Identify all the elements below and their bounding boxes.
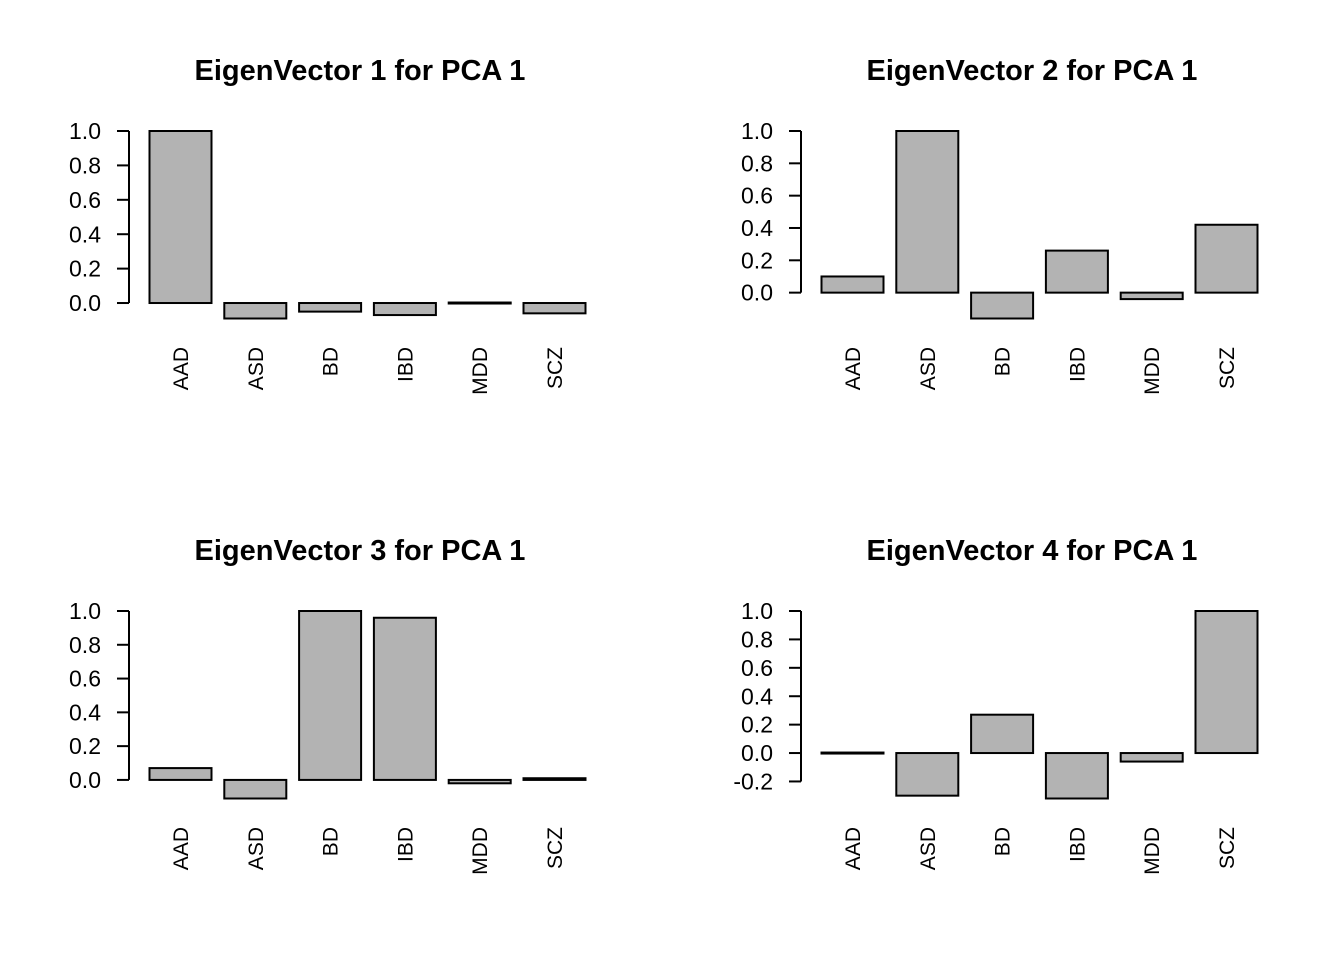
y-tick-label: 0.8 bbox=[69, 632, 101, 658]
bar-ASD bbox=[895, 752, 960, 797]
y-tick-label: 0.6 bbox=[741, 183, 773, 209]
bar-ASD bbox=[223, 778, 288, 800]
x-category-label: BD bbox=[320, 827, 343, 856]
x-category-label: ASD bbox=[245, 827, 268, 870]
x-category-label: MDD bbox=[1141, 827, 1164, 875]
bar-MDD bbox=[1119, 752, 1184, 763]
bar-ASD bbox=[895, 130, 960, 294]
panel-eigenvector-2: EigenVector 2 for PCA 1 0.0 0.2 0.4 0.6 0.8 1.… bbox=[741, 55, 1259, 395]
x-category-label: IBD bbox=[394, 347, 417, 382]
panel-eigenvector-1: EigenVector 1 for PCA 1 0.0 0.2 0.4 0.6 0.8 1.… bbox=[69, 55, 587, 395]
x-category-label: AAD bbox=[170, 347, 193, 390]
bar-IBD bbox=[372, 616, 437, 781]
y-tick-label: 0.6 bbox=[69, 666, 101, 692]
chart-title: EigenVector 1 for PCA 1 bbox=[195, 55, 526, 87]
y-tick-label: 1.0 bbox=[741, 598, 773, 624]
x-category-label: BD bbox=[992, 347, 1015, 376]
y-tick-label: 0.6 bbox=[741, 655, 773, 681]
y-tick-label: 0.4 bbox=[69, 221, 101, 247]
bar-IBD bbox=[1044, 752, 1109, 800]
y-tick-label: 0.0 bbox=[741, 280, 773, 306]
bar-IBD bbox=[1044, 249, 1109, 294]
x-category-label: AAD bbox=[842, 347, 865, 390]
bar-AAD bbox=[820, 751, 885, 755]
y-tick-label: -0.2 bbox=[733, 769, 773, 795]
y-tick-label: 0.0 bbox=[69, 767, 101, 793]
y-tick-label: 0.0 bbox=[69, 290, 101, 316]
y-tick-label: 1.0 bbox=[69, 598, 101, 624]
y-tick-label: 0.8 bbox=[741, 626, 773, 652]
x-category-label: AAD bbox=[170, 827, 193, 870]
x-category-label: BD bbox=[320, 347, 343, 376]
bar-BD bbox=[970, 713, 1035, 755]
bar-MDD bbox=[1119, 291, 1184, 301]
bar-MDD bbox=[447, 778, 512, 785]
chart-title: EigenVector 4 for PCA 1 bbox=[867, 535, 1198, 567]
bar-BD bbox=[298, 302, 363, 313]
chart-title: EigenVector 3 for PCA 1 bbox=[195, 535, 526, 567]
bar-MDD bbox=[447, 301, 512, 305]
x-category-label: SCZ bbox=[544, 827, 567, 869]
x-category-label: SCZ bbox=[1216, 347, 1239, 389]
y-tick-label: 1.0 bbox=[69, 118, 101, 144]
x-category-label: ASD bbox=[917, 347, 940, 390]
y-tick-label: 0.4 bbox=[741, 215, 773, 241]
bar-ASD bbox=[223, 302, 288, 320]
bar-AAD bbox=[148, 130, 213, 305]
y-tick-label: 0.6 bbox=[69, 187, 101, 213]
panel-eigenvector-4: EigenVector 4 for PCA 1 -0.2 0.00.2 0.40.6 0… bbox=[733, 535, 1259, 875]
x-category-label: SCZ bbox=[1216, 827, 1239, 869]
x-category-label: MDD bbox=[1141, 347, 1164, 395]
bar-SCZ bbox=[1194, 610, 1259, 755]
y-tick-label: 0.0 bbox=[741, 740, 773, 766]
x-category-label: MDD bbox=[469, 347, 492, 395]
x-category-label: ASD bbox=[245, 347, 268, 390]
bar-SCZ bbox=[1194, 223, 1259, 294]
y-tick-label: 0.8 bbox=[741, 150, 773, 176]
bar-SCZ bbox=[522, 777, 587, 781]
y-tick-label: 0.2 bbox=[69, 733, 101, 759]
bar-SCZ bbox=[522, 302, 587, 315]
x-category-label: SCZ bbox=[544, 347, 567, 389]
x-category-label: ASD bbox=[917, 827, 940, 870]
y-tick-label: 0.4 bbox=[741, 683, 773, 709]
x-category-label: MDD bbox=[469, 827, 492, 875]
bar-BD bbox=[970, 291, 1035, 320]
x-category-label: BD bbox=[992, 827, 1015, 856]
y-tick-label: 0.8 bbox=[69, 152, 101, 178]
x-category-label: IBD bbox=[1066, 827, 1089, 862]
y-tick-label: 0.4 bbox=[69, 699, 101, 725]
y-tick-label: 1.0 bbox=[741, 118, 773, 144]
x-category-label: AAD bbox=[842, 827, 865, 870]
bar-IBD bbox=[372, 302, 437, 317]
bar-AAD bbox=[148, 767, 213, 781]
y-tick-label: 0.2 bbox=[69, 256, 101, 282]
x-category-label: IBD bbox=[394, 827, 417, 862]
y-tick-label: 0.2 bbox=[741, 712, 773, 738]
x-category-label: IBD bbox=[1066, 347, 1089, 382]
chart-title: EigenVector 2 for PCA 1 bbox=[867, 55, 1198, 87]
y-tick-label: 0.2 bbox=[741, 247, 773, 273]
bar-AAD bbox=[820, 275, 885, 294]
bar-BD bbox=[298, 610, 363, 781]
panel-eigenvector-3: EigenVector 3 for PCA 1 0.0 0.2 0.4 0.6 0.8 1.… bbox=[69, 535, 587, 875]
